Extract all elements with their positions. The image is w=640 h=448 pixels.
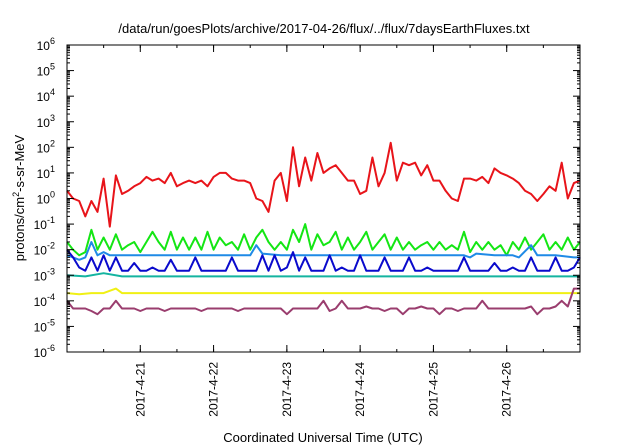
y-tick-exponent: -1 [47, 215, 55, 225]
y-tick-base: 10 [37, 167, 51, 181]
y-tick-exponent: -2 [47, 241, 55, 251]
y-tick-base: 10 [37, 65, 51, 79]
y-tick-base: 10 [37, 116, 51, 130]
y-tick-exponent: 6 [50, 36, 55, 46]
x-tick-label: 2017-4-23 [280, 362, 294, 417]
y-tick-label: 10-3 [34, 266, 55, 283]
y-axis: 10-610-510-410-310-210-11001011021031041… [34, 36, 580, 360]
y-tick-base: 10 [34, 218, 48, 232]
y-tick-label: 106 [37, 36, 55, 53]
chart-title: /data/run/goesPlots/archive/2017-04-26/f… [118, 21, 530, 36]
y-tick-exponent: 2 [50, 138, 55, 148]
y-tick-label: 10-4 [34, 292, 55, 309]
y-tick-label: 101 [37, 164, 55, 181]
y-tick-exponent: -6 [47, 343, 55, 353]
y-tick-base: 10 [34, 295, 48, 309]
y-tick-exponent: 1 [50, 164, 55, 174]
x-tick-label: 2017-4-24 [353, 362, 367, 417]
x-axis-label: Coordinated Universal Time (UTC) [223, 430, 422, 445]
y-tick-exponent: 5 [50, 62, 55, 72]
series-line-1 [66, 141, 581, 228]
y-tick-base: 10 [37, 141, 51, 155]
y-tick-base: 10 [34, 269, 48, 283]
series-line-4 [66, 249, 581, 272]
series-line-5 [66, 272, 580, 278]
y-tick-base: 10 [34, 244, 48, 258]
y-tick-exponent: 4 [50, 87, 55, 97]
y-tick-base: 10 [37, 90, 51, 104]
plot-frame [66, 44, 581, 353]
y-tick-exponent: -3 [47, 266, 55, 276]
y-tick-label: 10-6 [34, 343, 55, 360]
y-tick-exponent: 3 [50, 113, 55, 123]
y-tick-exponent: -4 [47, 292, 55, 302]
series-line-3 [66, 241, 580, 261]
y-tick-base: 10 [37, 193, 51, 207]
y-tick-label: 10-1 [34, 215, 55, 232]
y-tick-base: 10 [34, 320, 48, 334]
y-tick-base: 10 [37, 39, 51, 53]
y-axis-label-post: -s-sr-MeV [12, 134, 27, 191]
y-tick-label: 100 [37, 190, 55, 207]
series-line-6 [66, 287, 580, 296]
y-tick-base: 10 [34, 346, 48, 360]
y-tick-label: 105 [37, 62, 55, 79]
x-tick-label: 2017-4-25 [426, 362, 440, 417]
y-tick-exponent: 0 [50, 190, 55, 200]
y-tick-label: 10-2 [34, 241, 55, 258]
y-tick-label: 103 [37, 113, 55, 130]
x-tick-label: 2017-4-26 [500, 362, 514, 417]
series-line-7 [66, 287, 580, 316]
y-axis-label-sup: 2 [11, 192, 21, 197]
y-tick-label: 104 [37, 87, 55, 104]
y-tick-exponent: -5 [47, 317, 55, 327]
y-axis-label: protons/cm2-s-sr-MeV [11, 134, 27, 261]
x-tick-label: 2017-4-22 [207, 362, 221, 417]
y-axis-label-pre: protons/cm [12, 197, 27, 261]
y-tick-label: 10-5 [34, 317, 55, 334]
series-line-2 [66, 223, 581, 257]
y-tick-label: 102 [37, 138, 55, 155]
series-layer [66, 141, 581, 316]
x-axis: 2017-4-21 2017-4-22 2017-4-23 2017-4-24 2017… [103, 45, 544, 417]
x-tick-label: 2017-4-21 [133, 362, 147, 417]
